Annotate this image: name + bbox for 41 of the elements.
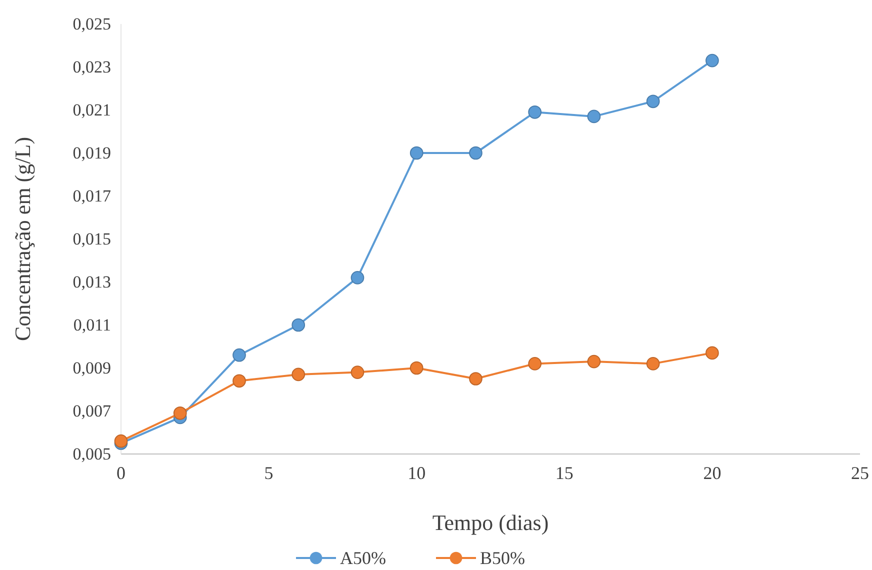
point bbox=[469, 146, 482, 160]
y-tick-label: 0,005 bbox=[72, 444, 111, 464]
point bbox=[350, 366, 364, 379]
point bbox=[706, 54, 719, 68]
point bbox=[350, 271, 364, 284]
point bbox=[232, 374, 246, 388]
x-tick-label: 25 bbox=[851, 462, 869, 483]
y-tick-label: 0,025 bbox=[72, 14, 111, 34]
point bbox=[587, 110, 601, 124]
y-tick-label: 0,009 bbox=[72, 358, 111, 378]
point bbox=[232, 348, 246, 362]
y-tick-label: 0,011 bbox=[73, 315, 111, 334]
y-tick-label: 0,013 bbox=[72, 272, 111, 292]
point bbox=[646, 94, 660, 108]
point bbox=[706, 346, 719, 360]
legend-label: B50% bbox=[480, 548, 526, 568]
x-tick-label: 15 bbox=[555, 462, 574, 483]
x-tick-label: 10 bbox=[408, 462, 426, 483]
point bbox=[410, 146, 424, 160]
point bbox=[173, 406, 187, 420]
y-tick-label: 0,007 bbox=[72, 401, 112, 420]
point bbox=[292, 318, 306, 332]
x-tick-label: 20 bbox=[703, 462, 722, 483]
x-tick-label: 0 bbox=[116, 462, 126, 483]
y-tick-label: 0,017 bbox=[72, 186, 112, 206]
point bbox=[292, 368, 306, 382]
point bbox=[528, 105, 542, 119]
y-tick-label: 0,019 bbox=[72, 143, 111, 162]
x-axis-title: Tempo (dias) bbox=[432, 510, 549, 535]
y-tick-label: 0,015 bbox=[72, 229, 111, 248]
x-tick-label: 5 bbox=[264, 462, 274, 483]
point bbox=[469, 372, 482, 386]
point bbox=[114, 434, 128, 448]
point bbox=[410, 361, 424, 375]
point bbox=[646, 357, 660, 370]
y-tick-label: 0,021 bbox=[72, 100, 111, 120]
point bbox=[587, 354, 601, 368]
y-tick-label: 0,023 bbox=[72, 57, 111, 76]
point bbox=[528, 357, 542, 370]
legend-label: A50% bbox=[340, 548, 386, 568]
y-axis-title: Concentração em (g/L) bbox=[10, 136, 35, 342]
